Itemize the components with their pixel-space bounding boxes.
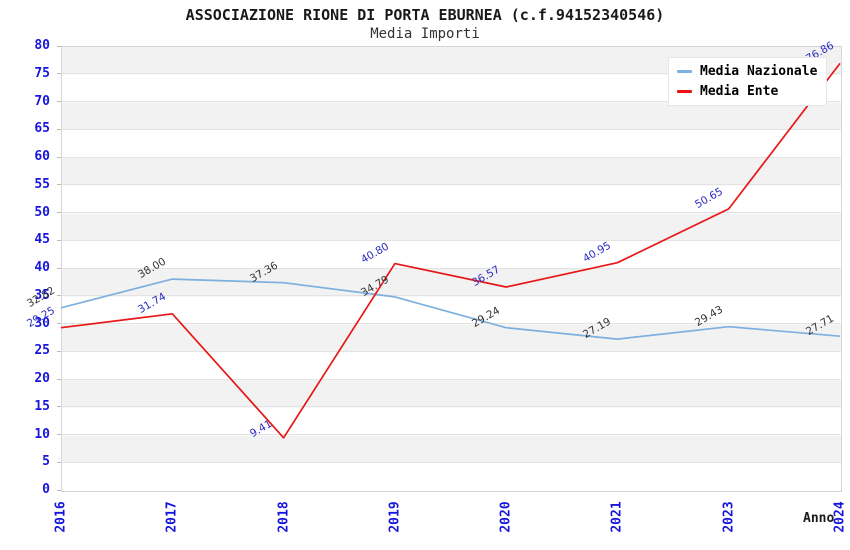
gridline: [61, 323, 840, 324]
gridline: [61, 350, 840, 352]
y-tick-label: 30: [34, 315, 50, 331]
gridline: [61, 212, 840, 213]
series-line-media-ente: [60, 62, 841, 439]
data-label: 40.95: [581, 239, 614, 265]
y-tick-mark: [57, 434, 61, 435]
gridline: [61, 184, 840, 186]
gridline: [61, 101, 840, 102]
legend-label: Media Nazionale: [700, 64, 818, 79]
y-tick-label: 25: [34, 343, 50, 359]
data-label: 50.65: [692, 185, 725, 211]
data-label: 29.43: [692, 303, 725, 329]
y-tick-mark: [57, 239, 61, 241]
y-tick-mark: [57, 406, 61, 408]
series-line-media-nazionale: [60, 278, 841, 340]
y-tick-label: 65: [34, 121, 50, 137]
data-label: 9.41: [247, 417, 274, 440]
y-tick-label: 5: [42, 454, 50, 470]
y-tick-mark: [57, 378, 61, 380]
x-tick-label: 2018: [276, 501, 292, 533]
y-tick-label: 70: [34, 93, 50, 109]
y-tick-label: 80: [34, 38, 50, 53]
gridline: [61, 73, 840, 75]
y-tick-label: 40: [34, 260, 50, 275]
gridline: [61, 267, 840, 269]
y-tick-mark: [57, 73, 61, 75]
y-tick-mark: [57, 184, 61, 186]
data-label: 32.82: [25, 284, 58, 310]
gridline: [61, 434, 840, 435]
gridline: [61, 128, 840, 130]
x-tick-label: 2017: [164, 501, 180, 533]
data-label: 36.57: [470, 263, 503, 290]
y-tick-label: 20: [34, 371, 50, 386]
x-tick-label: 2019: [387, 501, 403, 533]
y-tick-mark: [57, 323, 61, 324]
y-tick-mark: [57, 128, 61, 130]
data-label: 29.24: [470, 304, 503, 330]
y-tick-label: 10: [34, 426, 50, 442]
y-tick-mark: [57, 101, 61, 102]
data-label: 27.19: [581, 315, 614, 342]
y-tick-label: 0: [42, 482, 50, 497]
y-tick-label: 60: [34, 149, 50, 164]
x-tick-label: 2024: [832, 501, 848, 533]
y-tick-label: 15: [34, 398, 50, 414]
y-tick-label: 55: [34, 176, 50, 192]
y-tick-label: 50: [34, 204, 50, 220]
chart-subtitle: Media Importi: [370, 26, 480, 42]
legend-label: Media Ente: [700, 84, 779, 99]
legend-item: Media Nazionale: [677, 64, 817, 79]
chart-title: ASSOCIAZIONE RIONE DI PORTA EBURNEA (c.f…: [185, 6, 665, 24]
x-tick-label: 2021: [609, 501, 625, 533]
data-label: 31.74: [136, 290, 169, 316]
y-tick-label: 75: [34, 65, 50, 81]
gridline: [61, 156, 840, 158]
y-tick-mark: [57, 267, 61, 269]
x-tick-label: 2023: [721, 501, 737, 533]
legend-swatch: [677, 90, 692, 93]
y-tick-mark: [57, 461, 61, 463]
y-tick-mark: [57, 212, 61, 213]
y-tick-mark: [57, 156, 61, 158]
legend-swatch: [677, 70, 692, 73]
data-label: 34.79: [358, 273, 391, 299]
legend-item: Media Ente: [677, 84, 817, 99]
y-tick-mark: [57, 489, 61, 491]
y-tick-mark: [57, 295, 61, 297]
y-tick-mark: [57, 350, 61, 352]
data-label: 37.36: [247, 259, 280, 285]
x-axis-title: Anno: [803, 511, 835, 526]
gridline: [61, 378, 840, 380]
series-lines: [60, 62, 841, 439]
data-label: 40.80: [358, 240, 391, 266]
gridline: [61, 239, 840, 241]
plot-area: [61, 46, 842, 492]
legend: Media Nazionale Media Ente: [668, 57, 828, 106]
data-label: 29.25: [25, 304, 58, 330]
y-tick-label: 35: [34, 287, 50, 303]
y-tick-mark: [57, 45, 61, 47]
x-tick-label: 2020: [498, 501, 514, 533]
x-tick-label: 2016: [53, 501, 69, 533]
gridline: [61, 295, 840, 297]
data-label: 38.00: [136, 255, 169, 282]
data-label: 27.71: [804, 312, 837, 339]
gridline: [61, 461, 840, 463]
y-tick-label: 45: [34, 232, 50, 248]
gridline: [61, 406, 840, 408]
data-label: 76.86: [804, 39, 837, 66]
